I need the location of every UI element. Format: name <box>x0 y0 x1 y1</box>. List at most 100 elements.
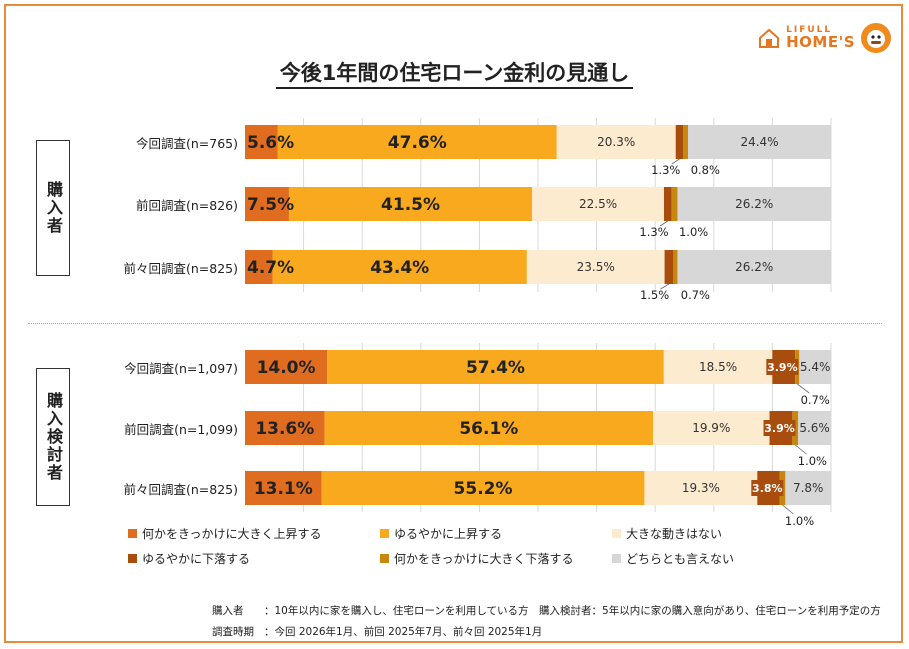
data-label: 43.4% <box>370 258 429 278</box>
data-label: 1.0% <box>785 514 814 528</box>
group-label-buyers: 購入者 <box>36 140 70 276</box>
data-label: 22.5% <box>579 197 617 211</box>
data-label: 1.3% <box>639 225 668 239</box>
mascot-icon <box>861 23 891 53</box>
data-label: 20.3% <box>597 135 635 149</box>
logo: LIFULL HOME'S <box>758 18 891 58</box>
data-label: 7.5% <box>247 195 294 215</box>
bar-segment <box>245 250 273 284</box>
data-label-box <box>763 420 796 436</box>
bar-segment <box>673 250 678 284</box>
leader-line <box>660 283 670 290</box>
bar-segment <box>677 187 831 221</box>
data-label: 24.4% <box>740 135 778 149</box>
data-label: 5.6% <box>799 421 830 435</box>
note-key: 購入者 <box>212 605 244 617</box>
bar-segment <box>677 250 831 284</box>
data-label: 0.8% <box>691 163 720 177</box>
legend-swatch <box>612 554 621 563</box>
note-definition: 購入者 ：10年以内に家を購入し、住宅ローンを利用している方 購入検討者：5年以内… <box>212 603 881 618</box>
leader-line <box>797 383 810 394</box>
bar-segment <box>653 411 770 445</box>
bar-segment <box>272 250 527 284</box>
row-label: 今回調査(n=1,097) <box>124 361 238 376</box>
data-label: 23.5% <box>577 260 615 274</box>
logo-top-text: LIFULL <box>786 25 833 35</box>
bar-segment <box>671 187 678 221</box>
group-divider <box>28 323 882 324</box>
legend-swatch <box>612 529 621 538</box>
bar-segment <box>532 187 664 221</box>
data-label: 1.0% <box>798 454 827 468</box>
legend-label: どちらとも言えない <box>626 552 735 566</box>
group-label-prospects: 購入検討者 <box>36 368 70 506</box>
leader-line <box>782 504 794 515</box>
row-label: 前々回調査(n=825) <box>123 261 238 276</box>
data-label: 7.8% <box>793 481 824 495</box>
data-label: 5.4% <box>800 360 831 374</box>
bar-segment <box>675 125 684 159</box>
data-label: 3.9% <box>764 422 795 435</box>
leader-line <box>659 220 669 227</box>
note-text: ：今回 2026年1月、前回 2025年7月、前々回 2025年1月 <box>264 626 543 638</box>
bar-segment <box>785 471 831 505</box>
bar-segment <box>288 187 533 221</box>
data-label: 56.1% <box>459 419 518 439</box>
legend-swatch <box>380 529 389 538</box>
legend-item: ゆるやかに上昇する <box>380 525 502 542</box>
row-label: 前回調査(n=1,099) <box>124 422 238 437</box>
note-text: ：10年以内に家を購入し、住宅ローンを利用している方 購入検討者：5年以内に家の… <box>264 605 881 617</box>
bar-segment <box>245 350 328 384</box>
legend-item: 何かをきっかけに大きく下落する <box>380 550 574 567</box>
legend-label: 何かをきっかけに大きく上昇する <box>142 527 322 541</box>
row-label: 前回調査(n=826) <box>135 198 238 213</box>
bar-segment <box>245 125 278 159</box>
note-period: 調査時期 ：今回 2026年1月、前回 2025年7月、前々回 2025年1月 <box>212 624 542 639</box>
data-label: 57.4% <box>466 358 525 378</box>
bar-segment <box>663 187 672 221</box>
data-label: 1.0% <box>679 225 708 239</box>
bar-segment <box>324 411 654 445</box>
bar-segment <box>277 125 557 159</box>
legend-item: 何かをきっかけに大きく上昇する <box>128 525 322 542</box>
legend-item: 大きな動きはない <box>612 525 722 542</box>
row-label: 前々回調査(n=825) <box>123 482 238 497</box>
bar-segment <box>526 250 665 284</box>
legend-swatch <box>128 529 137 538</box>
legend-item: どちらとも言えない <box>612 550 734 567</box>
data-label: 1.3% <box>651 163 680 177</box>
data-label: 1.5% <box>640 288 669 302</box>
data-label: 26.2% <box>735 260 773 274</box>
bar-segment <box>798 411 831 445</box>
data-label: 4.7% <box>247 258 294 278</box>
bar-segment <box>664 250 674 284</box>
legend-swatch <box>380 554 389 563</box>
data-label: 5.6% <box>247 133 294 153</box>
bar-segment <box>327 350 664 384</box>
data-label: 55.2% <box>454 479 513 499</box>
data-label: 18.5% <box>699 360 737 374</box>
note-key: 調査時期 <box>212 626 254 638</box>
data-label: 19.3% <box>682 481 720 495</box>
data-label: 26.2% <box>735 197 773 211</box>
bar-segment <box>556 125 676 159</box>
data-label: 41.5% <box>381 195 440 215</box>
legend-label: ゆるやかに下落する <box>142 552 251 566</box>
data-label: 3.9% <box>767 361 798 374</box>
bar-segment <box>245 187 289 221</box>
data-label: 0.7% <box>681 288 710 302</box>
legend-label: 大きな動きはない <box>626 527 723 541</box>
data-label: 13.1% <box>254 479 313 499</box>
data-label: 0.7% <box>801 393 830 407</box>
bar-segment <box>799 350 831 384</box>
data-label-box <box>766 359 799 375</box>
bar-segment <box>683 125 689 159</box>
data-label: 14.0% <box>257 358 316 378</box>
bar-segment <box>663 350 773 384</box>
bar-segment <box>321 471 645 505</box>
data-label: 13.6% <box>255 419 314 439</box>
data-label: 3.8% <box>752 482 783 495</box>
logo-bottom-text: HOME'S <box>786 33 855 51</box>
legend-swatch <box>128 554 137 563</box>
